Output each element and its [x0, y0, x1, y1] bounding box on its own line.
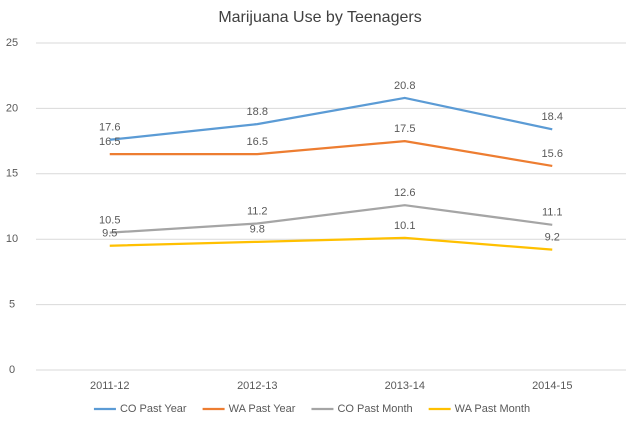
series-line	[109, 139, 553, 168]
series-line	[109, 96, 553, 141]
y-tick-label: 25	[6, 37, 18, 49]
y-tick-label: 10	[6, 233, 18, 245]
legend-label: WA Past Month	[455, 403, 530, 415]
data-label: 16.5	[247, 136, 268, 148]
y-tick-label: 0	[9, 364, 15, 376]
legend-label: CO Past Year	[120, 403, 187, 415]
data-label: 15.6	[542, 148, 563, 160]
x-tick-label: 2014-15	[532, 380, 572, 392]
x-tick-label: 2011-12	[90, 380, 130, 392]
legend-label: CO Past Month	[337, 403, 412, 415]
x-tick-label: 2013-14	[385, 380, 425, 392]
data-label: 20.8	[394, 80, 415, 92]
y-tick-label: 5	[9, 299, 15, 311]
data-label: 11.1	[542, 207, 563, 219]
data-label: 16.5	[99, 136, 120, 148]
data-label: 17.6	[99, 122, 120, 134]
data-label: 12.6	[394, 187, 415, 199]
data-label: 9.2	[545, 232, 560, 244]
y-tick-label: 20	[6, 102, 18, 114]
legend-label: WA Past Year	[229, 403, 296, 415]
data-label: 10.1	[394, 220, 415, 232]
data-label: 10.5	[99, 215, 120, 227]
data-label: 18.8	[247, 106, 268, 118]
y-tick-label: 15	[6, 168, 18, 180]
data-label: 11.2	[247, 205, 268, 217]
data-label: 9.5	[102, 228, 117, 240]
data-label: 9.8	[250, 224, 265, 236]
chart-title: Marijuana Use by Teenagers	[218, 9, 421, 26]
data-label: 18.4	[542, 111, 563, 123]
series-line	[109, 204, 553, 234]
data-label: 17.5	[394, 123, 415, 135]
series-line	[109, 236, 553, 251]
x-tick-label: 2012-13	[237, 380, 277, 392]
